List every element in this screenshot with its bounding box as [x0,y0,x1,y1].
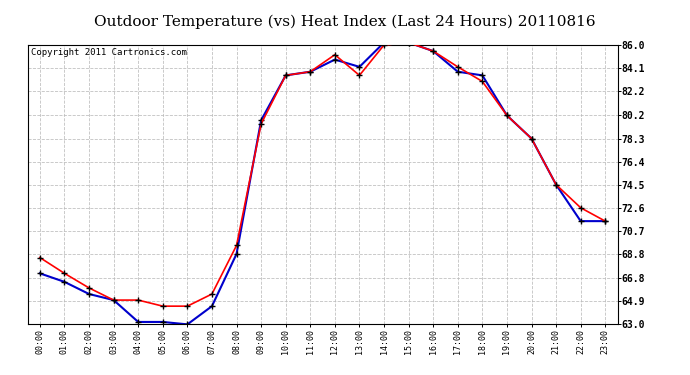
Text: Outdoor Temperature (vs) Heat Index (Last 24 Hours) 20110816: Outdoor Temperature (vs) Heat Index (Las… [95,15,595,29]
Text: Copyright 2011 Cartronics.com: Copyright 2011 Cartronics.com [30,48,186,57]
